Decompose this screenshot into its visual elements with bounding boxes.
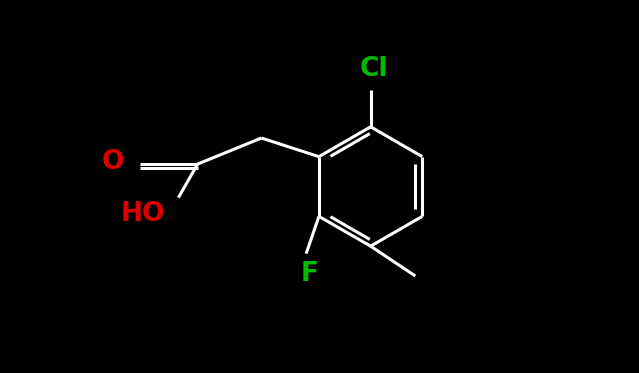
- Text: F: F: [300, 261, 318, 287]
- Text: HO: HO: [121, 201, 166, 228]
- Text: Cl: Cl: [360, 56, 388, 82]
- Text: O: O: [102, 149, 125, 175]
